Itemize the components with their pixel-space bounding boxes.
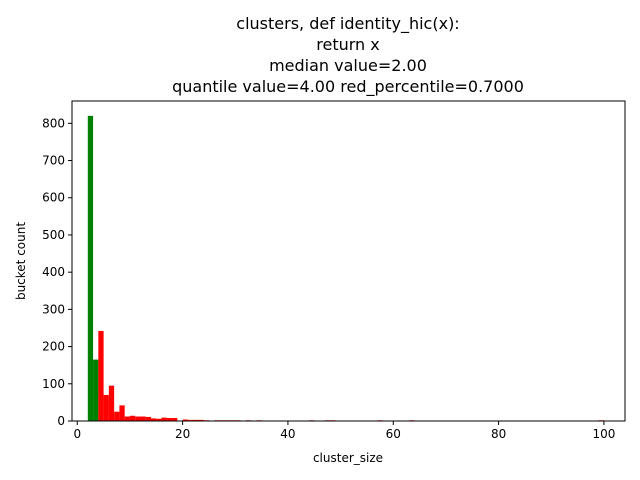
histogram-bar xyxy=(151,418,157,421)
histogram-bar xyxy=(198,419,204,421)
y-tick-label: 0 xyxy=(57,414,65,428)
histogram-bar xyxy=(87,115,94,421)
histogram-bar xyxy=(129,415,136,421)
y-tick-label: 500 xyxy=(42,228,65,242)
histogram-bar xyxy=(166,418,173,421)
histogram-bar xyxy=(103,394,109,421)
title-line-4: quantile value=4.00 red_percentile=0.700… xyxy=(172,77,524,97)
histogram-bar xyxy=(93,359,99,421)
y-tick-label: 400 xyxy=(42,265,65,279)
histogram-bar xyxy=(98,330,104,421)
y-tick-label: 600 xyxy=(42,191,65,205)
title-line-2: return x xyxy=(316,35,379,54)
x-axis-label: cluster_size xyxy=(313,451,383,465)
y-tick-label: 800 xyxy=(42,116,65,130)
y-axis-label: bucket count xyxy=(14,222,28,300)
histogram-bar xyxy=(140,416,146,421)
x-tick-label: 80 xyxy=(491,427,506,441)
histogram-bar xyxy=(161,417,167,421)
x-tick-label: 40 xyxy=(280,427,295,441)
y-axis-ticks: 0 100 200 300 400 500 600 700 800 xyxy=(42,116,72,428)
y-tick-label: 700 xyxy=(42,154,65,168)
y-tick-label: 200 xyxy=(42,340,65,354)
histogram-bar xyxy=(124,416,130,421)
bars xyxy=(87,115,604,421)
x-tick-label: 0 xyxy=(73,427,81,441)
histogram-bar xyxy=(135,416,141,421)
y-tick-label: 100 xyxy=(42,377,65,391)
x-axis-ticks: 0 20 40 60 80 100 xyxy=(73,421,615,441)
histogram-bar xyxy=(156,418,162,421)
axes-frame xyxy=(71,100,626,422)
histogram-bar xyxy=(108,385,115,421)
title-line-3: median value=2.00 xyxy=(269,56,427,75)
y-tick-label: 300 xyxy=(42,302,65,316)
histogram-bar xyxy=(145,416,151,421)
histogram-bar xyxy=(182,419,188,421)
chart-title: clusters, def identity_hic(x): return x … xyxy=(172,14,524,97)
x-tick-label: 100 xyxy=(592,427,615,441)
histogram-bar xyxy=(172,418,178,421)
histogram-bar xyxy=(187,419,194,421)
histogram-bar xyxy=(193,419,199,421)
histogram-bar xyxy=(114,411,120,421)
title-line-1: clusters, def identity_hic(x): xyxy=(236,14,459,34)
x-tick-label: 20 xyxy=(175,427,190,441)
histogram-bar xyxy=(119,405,125,421)
x-tick-label: 60 xyxy=(386,427,401,441)
